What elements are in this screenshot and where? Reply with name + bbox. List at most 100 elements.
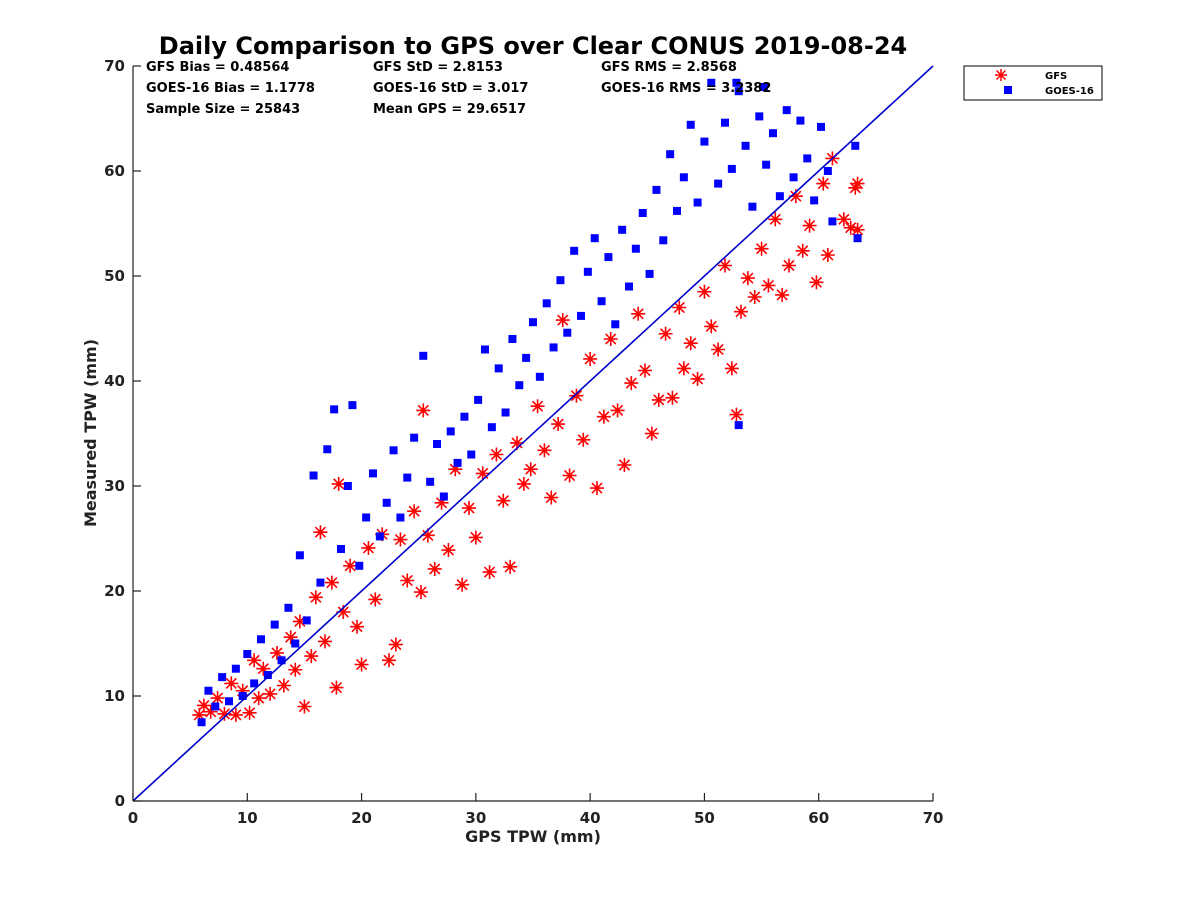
gfs-data-point	[795, 243, 810, 258]
gfs-data-point	[836, 212, 851, 227]
legend-goes16-marker	[1004, 86, 1012, 94]
x-tick-label: 10	[237, 809, 258, 827]
goes16-data-point	[225, 697, 233, 706]
gfs-data-point	[754, 241, 769, 256]
goes16-data-point	[775, 192, 784, 201]
gfs-data-point	[343, 558, 358, 573]
gfs-data-point	[768, 212, 783, 227]
goes16-data-point	[460, 412, 469, 421]
y-axis-label: Measured TPW (mm)	[81, 339, 100, 527]
gfs-data-point	[544, 490, 559, 505]
gfs-data-point	[610, 403, 625, 418]
goes16-data-point	[508, 335, 517, 343]
goes16-data-point	[817, 122, 825, 131]
goes16-data-point	[755, 112, 764, 121]
gfs-data-point	[482, 565, 497, 580]
gfs-data-point	[324, 575, 339, 590]
goes16-data-point	[270, 620, 279, 629]
stat-goes16-bias: GOES-16 Bias = 1.1778	[146, 81, 315, 96]
gfs-data-point	[235, 683, 250, 698]
goes16-data-point	[853, 234, 862, 243]
gfs-data-point	[448, 462, 463, 477]
legend-box	[963, 65, 1103, 101]
gfs-data-point	[740, 271, 755, 286]
gfs-data-point	[308, 590, 323, 605]
goes16-data-point	[515, 381, 524, 390]
goes16-data-point	[618, 225, 627, 234]
gfs-data-point	[820, 248, 835, 262]
goes16-data-point	[759, 83, 768, 91]
goes16-data-point	[652, 185, 661, 194]
gfs-data-point	[455, 577, 470, 592]
gfs-data-point	[576, 432, 591, 447]
goes16-data-point	[238, 692, 247, 700]
goes16-data-point	[487, 423, 496, 432]
stat-mean-gps: Mean GPS = 29.6517	[373, 102, 526, 117]
gfs-data-point	[729, 407, 744, 422]
gfs-data-point	[318, 634, 332, 649]
gfs-data-point	[361, 540, 376, 555]
gfs-data-point	[583, 351, 598, 366]
goes16-data-point	[263, 671, 272, 679]
stat-goes16-std: GOES-16 StD = 3.017	[373, 81, 528, 96]
gfs-data-point	[631, 306, 646, 321]
gfs-data-point	[393, 532, 408, 547]
gfs-data-point	[489, 447, 504, 462]
y-tick-label: 30	[104, 477, 125, 495]
gfs-data-point	[247, 653, 262, 668]
goes16-data-point	[700, 137, 709, 146]
chart-title: Daily Comparison to GPS over Clear CONUS…	[159, 32, 907, 60]
goes16-data-point	[302, 616, 311, 625]
gfs-data-point	[297, 699, 312, 714]
goes16-data-point	[337, 545, 345, 553]
gfs-data-point	[782, 258, 796, 273]
gfs-data-point	[475, 466, 490, 481]
goes16-data-point	[284, 603, 293, 612]
gfs-data-point	[288, 662, 303, 677]
goes16-data-point	[659, 236, 668, 245]
goes16-data-point	[577, 311, 585, 320]
tick-labels: 0 10 20 30 40 50 60 70 0 10 20 30 40 50 60 70	[104, 57, 943, 827]
gfs-data-point	[569, 388, 584, 403]
goes16-data-point	[769, 129, 777, 138]
goes16-data-point	[433, 440, 441, 448]
gfs-data-point	[516, 476, 531, 491]
goes16-data-point	[501, 408, 510, 417]
goes16-data-point	[535, 372, 544, 381]
gfs-data-point	[734, 304, 748, 319]
goes16-data-point	[309, 471, 318, 480]
goes16-data-point	[295, 551, 304, 560]
gfs-data-point	[711, 342, 726, 357]
goes16-data-point	[369, 469, 377, 478]
gfs-data-point	[462, 501, 476, 516]
gfs-data-point	[850, 176, 865, 191]
goes16-data-point	[828, 217, 837, 226]
gfs-data-point	[704, 319, 719, 334]
goes16-data-point	[597, 297, 606, 306]
goes16-data-point	[734, 87, 743, 96]
goes16-data-point	[382, 498, 391, 507]
y-tick-label: 10	[104, 687, 125, 705]
y-tick-label: 60	[104, 162, 125, 180]
goes16-data-point	[410, 433, 419, 442]
legend: GFS GOES-16	[963, 65, 1103, 101]
gfs-data-point	[651, 392, 666, 407]
series-gfs	[192, 151, 865, 722]
gfs-data-point	[537, 443, 552, 458]
goes16-data-point	[426, 477, 435, 486]
goes16-data-point	[316, 578, 325, 587]
goes16-data-point	[748, 202, 757, 211]
statistics-annotation: GFS Bias = 0.48564 GFS StD = 2.8153 GFS …	[146, 60, 771, 117]
one-to-one-reference-line	[132, 65, 934, 802]
goes16-data-point	[231, 664, 240, 673]
x-axis-label: GPS TPW (mm)	[465, 827, 601, 846]
goes16-data-point	[604, 253, 613, 262]
goes16-data-point	[673, 206, 681, 215]
goes16-data-point	[389, 446, 398, 455]
goes16-data-point	[666, 150, 675, 159]
goes16-data-point	[570, 246, 579, 255]
gfs-data-point	[251, 691, 266, 706]
gfs-data-point	[596, 409, 611, 424]
gfs-data-point	[523, 462, 538, 477]
